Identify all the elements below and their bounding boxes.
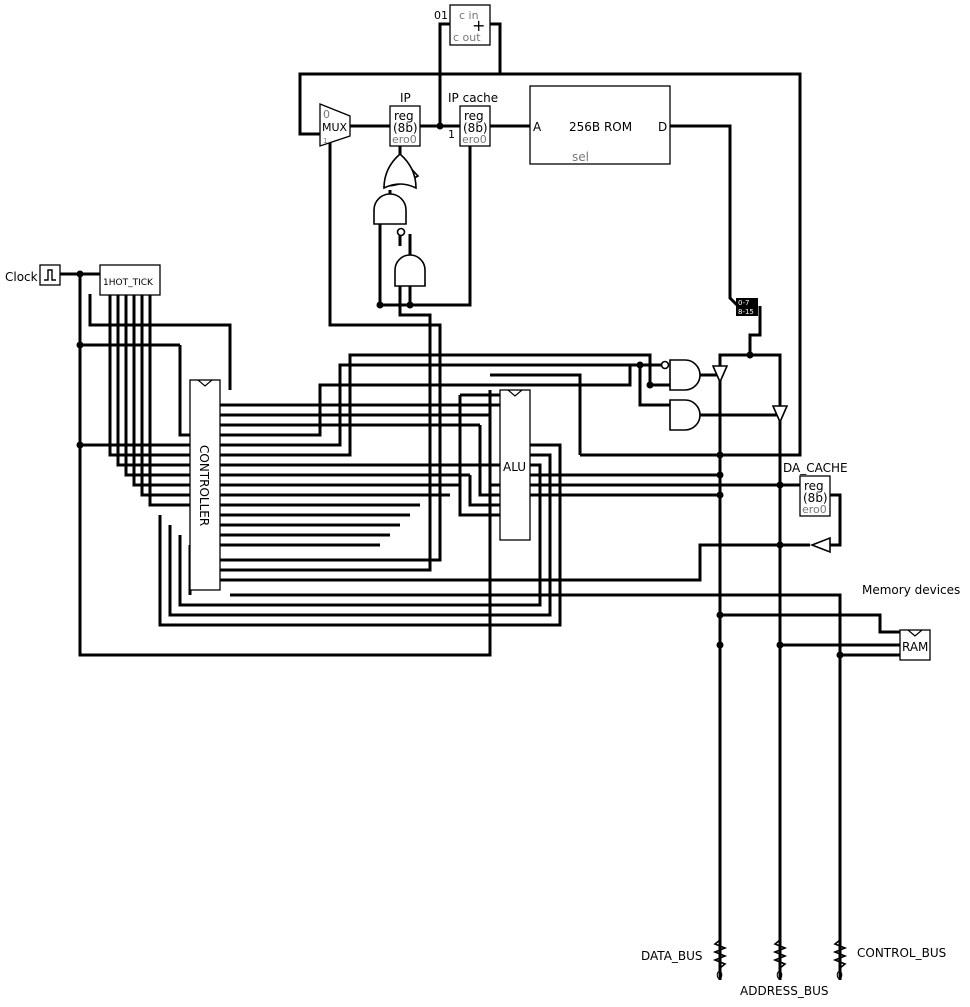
mux-in1: 1: [323, 137, 327, 145]
ip-cache-label: IP cache: [448, 91, 498, 105]
splitter-low: 0-7: [738, 299, 749, 307]
pull-resistor-control[interactable]: 0: [832, 939, 848, 982]
pull-address-value: 0: [776, 969, 783, 982]
and-gate-bus-1[interactable]: [660, 359, 701, 391]
rom-d: D: [658, 120, 667, 134]
ram-label: RAM: [902, 640, 928, 654]
mux-label: MUX: [322, 121, 348, 134]
onehot-label: 1HOT_TICK: [103, 278, 154, 288]
buffer-dacache[interactable]: [809, 536, 831, 554]
adder[interactable]: c in c out + 01: [434, 4, 491, 46]
adder-const: 01: [434, 9, 448, 22]
ip-cache-width: (8b): [463, 121, 488, 135]
ip-zero: ero0: [392, 133, 417, 146]
controller-clock-icon: [197, 379, 213, 387]
and-gate-ip-1[interactable]: [373, 193, 407, 225]
tristate-buffers: [711, 365, 831, 554]
rom[interactable]: 256B ROM A D sel: [529, 85, 671, 165]
address-bus-label: ADDRESS_BUS: [740, 984, 828, 998]
data-bus-label: DATA_BUS: [641, 949, 703, 963]
alu-label: ALU: [503, 460, 526, 474]
ip-cache-register[interactable]: IP cache reg (8b) ero0 1: [448, 91, 498, 147]
clock-wave-icon: [44, 269, 56, 281]
pull-resistor-address[interactable]: 0: [772, 939, 788, 982]
splitter-high: 8-15: [738, 308, 754, 316]
ip-register[interactable]: IP reg (8b) ero0: [389, 91, 421, 147]
da-cache-register[interactable]: DA_CACHE reg (8b) ero0: [783, 461, 848, 517]
wires: [60, 22, 900, 980]
adder-cin: c in: [459, 9, 479, 22]
da-cache-width: (8b): [803, 491, 828, 505]
splitter[interactable]: 0-7 8-15: [736, 298, 758, 316]
clock-label: Clock: [5, 270, 38, 284]
controller-label: CONTROLLER: [197, 445, 211, 526]
ip-cache-in: 1: [448, 128, 455, 141]
and-gate-ip-2[interactable]: [394, 254, 426, 287]
mux-in0: 0: [323, 108, 330, 121]
memory-devices-label: Memory devices: [862, 583, 960, 597]
rom-label: 256B ROM: [569, 120, 632, 134]
da-cache-label: DA_CACHE: [783, 461, 848, 475]
resistor-icon: [712, 939, 728, 969]
invert-bubble: [396, 227, 406, 237]
rom-sel: sel: [572, 150, 589, 164]
ip-label: IP: [400, 91, 411, 105]
alu-clock-icon: [507, 389, 523, 397]
adder-cout: c out: [453, 31, 481, 44]
ip-width: (8b): [393, 121, 418, 135]
clock-source[interactable]: Clock: [5, 264, 61, 286]
rom-a: A: [533, 120, 542, 134]
resistor-icon: [832, 939, 848, 969]
or-gate[interactable]: [382, 152, 420, 190]
and-gate-bus-2[interactable]: [669, 399, 701, 431]
buffer-address[interactable]: [771, 405, 789, 424]
alu[interactable]: ALU: [499, 389, 531, 541]
mux[interactable]: 0 MUX 1: [319, 103, 351, 147]
ram[interactable]: RAM: [899, 629, 931, 661]
pull-control-value: 0: [836, 969, 843, 982]
da-cache-reg: reg: [804, 479, 824, 493]
control-bus-label: CONTROL_BUS: [857, 946, 946, 960]
pull-data-value: 0: [716, 969, 723, 982]
adder-plus-icon: +: [472, 16, 485, 35]
onehot-tick[interactable]: 1HOT_TICK: [99, 264, 161, 296]
ram-clock-icon: [907, 629, 923, 637]
junctions: [76, 122, 844, 659]
ip-cache-reg: reg: [464, 109, 484, 123]
controller[interactable]: CONTROLLER: [189, 379, 221, 591]
pull-resistor-data[interactable]: 0: [712, 939, 728, 982]
da-cache-zero: ero0: [802, 503, 827, 516]
ip-cache-zero: ero0: [462, 133, 487, 146]
resistor-icon: [772, 939, 788, 969]
ip-reg: reg: [394, 109, 414, 123]
buffer-data[interactable]: [711, 365, 729, 384]
